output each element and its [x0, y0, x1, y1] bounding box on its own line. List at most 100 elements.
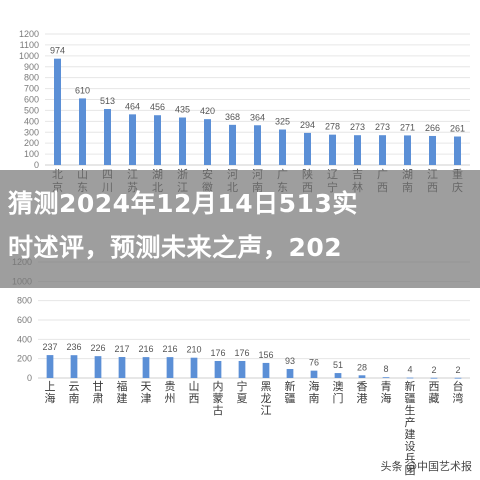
data-label: 210 — [186, 345, 201, 355]
data-label: 364 — [250, 112, 265, 122]
bar — [104, 108, 111, 165]
x-tick-label: 贵州 — [165, 380, 176, 405]
y-tick-label: 600 — [17, 315, 32, 325]
data-label: 28 — [357, 362, 367, 372]
bar — [354, 135, 361, 165]
bar — [454, 377, 462, 379]
data-label: 368 — [225, 112, 240, 122]
bar — [54, 58, 61, 166]
data-label: 216 — [162, 344, 177, 354]
data-label: 464 — [125, 101, 140, 111]
data-label: 435 — [175, 105, 190, 115]
bar — [454, 136, 461, 165]
x-tick-label: 海南 — [309, 379, 320, 405]
y-tick-label: 400 — [17, 334, 32, 344]
data-label: 176 — [210, 348, 225, 358]
x-tick-label: 山西 — [189, 380, 200, 405]
bar — [310, 370, 318, 378]
x-tick-label: 新疆 — [285, 379, 296, 405]
y-tick-label: 600 — [24, 95, 39, 105]
data-label: 271 — [400, 122, 415, 132]
x-tick-label: 上海 — [45, 380, 56, 405]
data-label: 93 — [285, 356, 295, 366]
data-label: 261 — [450, 124, 465, 134]
data-label: 156 — [258, 350, 273, 360]
y-tick-label: 1100 — [20, 40, 39, 50]
bar — [179, 117, 186, 165]
y-tick-label: 200 — [24, 138, 39, 148]
data-label: 456 — [150, 102, 165, 112]
y-tick-label: 1200 — [19, 29, 39, 39]
bar — [118, 357, 126, 378]
data-label: 974 — [50, 46, 65, 56]
x-tick-label: 甘肃 — [93, 380, 104, 405]
bar — [430, 377, 438, 379]
data-label: 226 — [90, 343, 105, 353]
data-label: 420 — [200, 106, 215, 116]
data-label: 216 — [138, 344, 153, 354]
bar — [79, 98, 86, 165]
x-tick-label: 台湾 — [453, 379, 464, 405]
y-tick-label: 0 — [34, 160, 39, 170]
bar — [334, 373, 342, 378]
banner-title-line-2: 时述评，预测未来之声，202 — [8, 233, 343, 262]
x-tick-label: 青海 — [381, 380, 392, 405]
bar — [214, 360, 222, 378]
data-label: 513 — [100, 96, 115, 106]
bar — [304, 132, 311, 165]
y-tick-label: 700 — [24, 84, 39, 94]
y-tick-label: 300 — [24, 127, 39, 137]
bar — [329, 134, 336, 165]
data-label: 237 — [42, 342, 57, 352]
bar — [254, 125, 261, 165]
data-label: 294 — [300, 120, 315, 130]
y-tick-label: 400 — [24, 116, 39, 126]
x-tick-label: 天津 — [141, 380, 152, 405]
bar — [166, 357, 174, 378]
bar — [429, 135, 436, 165]
x-tick-label: 云南 — [69, 380, 80, 405]
y-tick-label: 900 — [24, 62, 39, 72]
bar — [94, 356, 102, 378]
y-tick-label: 800 — [24, 73, 39, 83]
data-label: 51 — [333, 360, 343, 370]
bar — [286, 369, 294, 378]
data-label: 76 — [309, 358, 319, 368]
data-label: 2 — [455, 365, 460, 375]
x-tick-label: 香港 — [357, 380, 368, 405]
bar — [154, 115, 161, 165]
title-overlay-banner: 猜测2024年12月14日513实 时述评，预测未来之声，202 — [0, 170, 480, 288]
x-tick-label: 宁夏 — [237, 379, 248, 405]
y-tick-label: 800 — [17, 296, 32, 306]
bar — [204, 119, 211, 165]
bar — [238, 360, 246, 378]
data-label: 236 — [66, 342, 81, 352]
data-label: 217 — [114, 344, 129, 354]
data-label: 273 — [375, 122, 390, 132]
y-tick-label: 200 — [17, 354, 32, 364]
data-label: 610 — [75, 85, 90, 95]
bar — [70, 355, 78, 378]
y-tick-label: 1000 — [19, 51, 39, 61]
y-tick-label: 0 — [27, 373, 32, 383]
source-watermark: 头条 @中国艺术报 — [380, 460, 473, 473]
x-tick-label: 内蒙古 — [213, 379, 224, 417]
x-tick-label: 黑龙江 — [261, 380, 272, 417]
bar — [358, 375, 366, 378]
bar — [262, 362, 270, 378]
banner-title-line-1: 猜测2024年12月14日513实 — [8, 189, 358, 218]
x-tick-label: 西藏 — [429, 380, 440, 405]
bar — [142, 357, 150, 378]
data-label: 278 — [325, 122, 340, 132]
bar — [379, 135, 386, 165]
bar — [382, 377, 390, 379]
x-tick-label: 澳门 — [333, 380, 344, 405]
bar — [46, 355, 54, 378]
data-label: 266 — [425, 123, 440, 133]
bar — [406, 377, 414, 379]
data-label: 176 — [234, 348, 249, 358]
y-tick-label: 100 — [24, 149, 39, 159]
bar — [129, 114, 136, 165]
data-label: 325 — [275, 117, 290, 127]
data-label: 273 — [350, 122, 365, 132]
